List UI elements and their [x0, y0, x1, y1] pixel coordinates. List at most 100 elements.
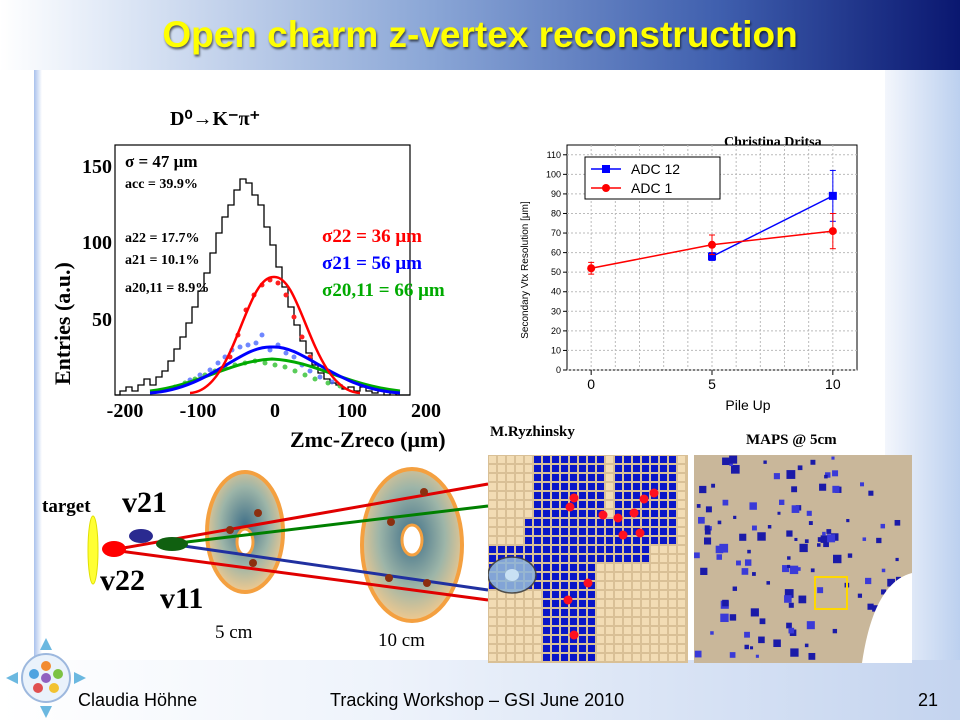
pixel-cell: [561, 627, 568, 634]
pixel-hit: [569, 493, 579, 503]
pixel-cell: [507, 483, 514, 490]
pixel-cell: [489, 645, 496, 652]
pixel-cell: [552, 618, 559, 625]
pixel-cell: [597, 564, 604, 571]
maps-hit: [733, 515, 737, 519]
pixel-cell: [543, 483, 550, 490]
pixel-cell: [633, 546, 640, 553]
pixel-cell: [498, 492, 505, 499]
pixel-cell: [525, 645, 532, 652]
maps-hit: [731, 465, 740, 474]
pixel-cell: [615, 510, 622, 517]
station1-label: 5 cm: [215, 622, 253, 643]
pixel-cell: [579, 537, 586, 544]
histogram-y-ticks: 150 100 50: [82, 156, 112, 331]
fit-curve-22: [189, 275, 361, 395]
pixel-cell: [642, 645, 649, 652]
pixel-cell: [606, 474, 613, 481]
pixel-cell: [660, 474, 667, 481]
pixel-cell: [570, 645, 577, 652]
title-bar: [0, 0, 960, 70]
maps-hit: [704, 537, 712, 545]
pixel-cell: [669, 555, 676, 562]
pixel-cell: [660, 501, 667, 508]
pixel-cell: [669, 465, 676, 472]
data-point: [587, 264, 596, 273]
maps-hit: [799, 543, 808, 553]
maps-hit: [729, 614, 737, 621]
pixel-cell: [507, 501, 514, 508]
pixel-cell: [525, 456, 532, 463]
y-tick-label: 110: [547, 150, 561, 160]
pixel-cell: [588, 636, 595, 643]
y-tick-label: 20: [551, 326, 561, 336]
data-point: [708, 252, 716, 261]
station-hits: [226, 488, 431, 587]
pixel-cell: [579, 645, 586, 652]
maps-hit: [823, 541, 829, 548]
pixel-cell: [561, 483, 568, 490]
pixel-cell: [678, 654, 685, 661]
resolution-chart: Christina Dritsa 01020304050607080901001…: [520, 135, 858, 413]
pixel-cell: [507, 618, 514, 625]
pixel-cell: [552, 474, 559, 481]
pixel-cell: [498, 483, 505, 490]
pixel-cell: [543, 546, 550, 553]
pixel-cell: [588, 564, 595, 571]
pixel-cell: [543, 573, 550, 580]
maps-hit: [831, 456, 835, 460]
pixel-cell: [669, 600, 676, 607]
pixel-cell: [507, 474, 514, 481]
maps-hit: [766, 581, 771, 585]
maps-hit: [822, 531, 826, 536]
pixel-cell: [489, 528, 496, 535]
pixel-cell: [651, 519, 658, 526]
pixel-cell: [561, 537, 568, 544]
pixel-cell: [624, 510, 631, 517]
maps-hit: [817, 587, 824, 594]
pixel-cell: [606, 654, 613, 661]
pixel-cell: [579, 456, 586, 463]
maps-hit: [825, 472, 831, 478]
pixel-cell: [606, 600, 613, 607]
maps-hit: [729, 455, 738, 464]
pixel-cell: [534, 474, 541, 481]
pixel-cell: [525, 609, 532, 616]
pixel-cell: [597, 573, 604, 580]
pixel-cell: [624, 636, 631, 643]
histogram-x-ticks: -200 -100 0 100 200: [107, 400, 441, 422]
pixel-cell: [543, 501, 550, 508]
pixel-cell: [552, 645, 559, 652]
pixel-cell: [543, 609, 550, 616]
pixel-cell: [606, 618, 613, 625]
maps-hit: [741, 568, 749, 575]
pixel-cell: [534, 627, 541, 634]
vertex-v21: [129, 529, 153, 543]
pixel-cell: [597, 501, 604, 508]
maps-hit: [773, 473, 780, 480]
pixel-cell: [498, 618, 505, 625]
maps-hit: [787, 564, 791, 568]
maps-hit: [788, 602, 794, 608]
sigma-annotation: σ = 47 μm: [125, 152, 197, 171]
pixel-cell: [588, 528, 595, 535]
pixel-cell: [633, 456, 640, 463]
pixel-cell: [561, 510, 568, 517]
pixel-cell: [597, 591, 604, 598]
maps-hit: [865, 577, 872, 585]
pixel-cell: [624, 555, 631, 562]
pixel-cell: [660, 555, 667, 562]
pixel-cell: [552, 609, 559, 616]
pixel-cell: [642, 528, 649, 535]
pixel-cell: [633, 591, 640, 598]
pixel-cell: [624, 609, 631, 616]
y-tick-label: 70: [551, 228, 561, 238]
pixel-cell: [561, 519, 568, 526]
pixel-cell: [615, 483, 622, 490]
pixel-cell: [570, 546, 577, 553]
pixel-cell: [669, 645, 676, 652]
pixel-cell: [633, 465, 640, 472]
maps-hit: [751, 525, 757, 531]
track-red-2: [111, 548, 489, 602]
page-title: Open charm z-vertex reconstruction: [162, 14, 798, 55]
